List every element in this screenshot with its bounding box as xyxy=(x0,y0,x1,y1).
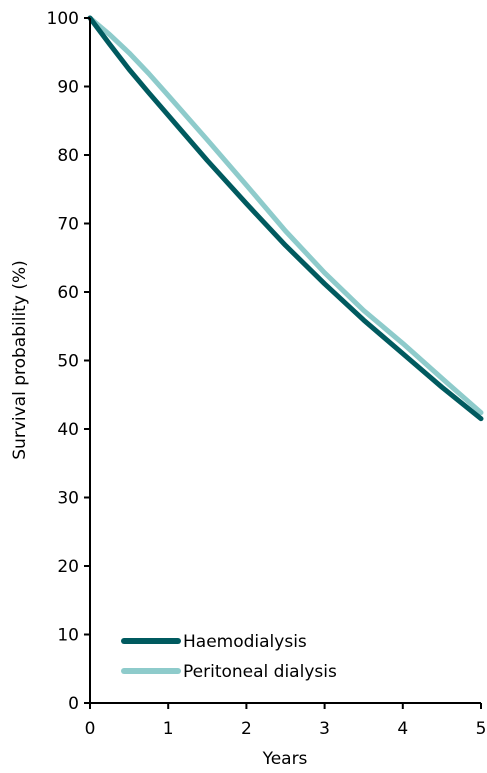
legend: Haemodialysis Peritoneal dialysis xyxy=(121,632,337,682)
y-tick-label: 80 xyxy=(57,146,79,166)
y-tick-label: 20 xyxy=(57,557,79,577)
plot-area xyxy=(87,15,484,422)
y-tick-label: 30 xyxy=(57,489,79,509)
y-tick-label: 90 xyxy=(57,78,79,98)
y-tick-label: 40 xyxy=(57,420,79,440)
x-tick-label: 2 xyxy=(241,719,252,739)
axes: 0 10 20 30 40 50 60 70 80 90 100 0 1 2 3 4 5 xyxy=(47,9,487,739)
x-tick-label: 3 xyxy=(319,719,330,739)
y-tick-label: 50 xyxy=(57,352,79,372)
legend-label-haemodialysis: Haemodialysis xyxy=(183,632,307,652)
y-tick-label: 100 xyxy=(47,9,79,29)
x-axis-title: Years xyxy=(262,749,308,769)
x-tick-label: 0 xyxy=(85,719,96,739)
y-tick-label: 10 xyxy=(57,626,79,646)
y-tick-label: 0 xyxy=(68,694,79,714)
legend-label-peritoneal-dialysis: Peritoneal dialysis xyxy=(183,662,337,682)
y-axis-title: Survival probability (%) xyxy=(10,260,30,459)
x-tick-label: 1 xyxy=(163,719,174,739)
x-tick-label: 5 xyxy=(476,719,487,739)
series-line-haemodialysis xyxy=(87,15,484,422)
y-tick-label: 70 xyxy=(57,215,79,235)
y-tick-label: 60 xyxy=(57,283,79,303)
series-line-peritoneal-dialysis xyxy=(87,15,484,416)
x-tick-label: 4 xyxy=(397,719,408,739)
